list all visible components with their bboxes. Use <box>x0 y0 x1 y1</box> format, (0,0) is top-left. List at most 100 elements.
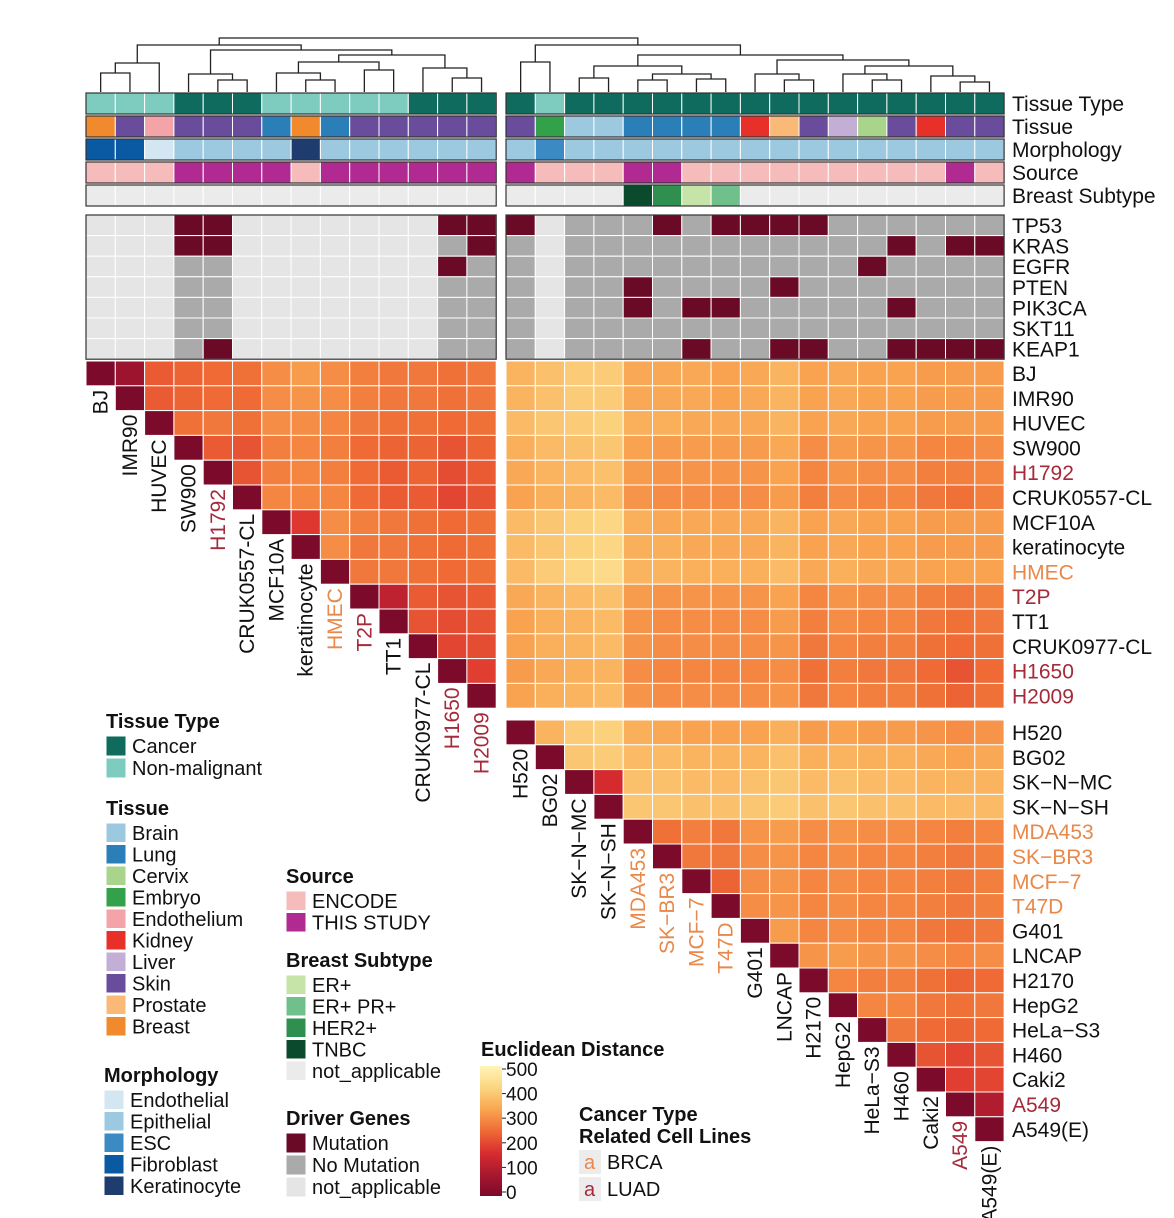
driver-cell <box>564 338 595 360</box>
heatmap-cell <box>857 843 888 870</box>
annotation-cell <box>564 161 595 184</box>
heatmap-between <box>505 360 1005 709</box>
heatmap-cell <box>769 818 800 845</box>
driver-cell <box>466 338 497 360</box>
heatmap-cell <box>622 633 654 660</box>
heatmap-cell <box>857 385 888 412</box>
annotation-cell <box>593 161 624 184</box>
heatmap-cell <box>622 769 654 795</box>
heatmap-cell <box>915 893 947 919</box>
dendrogram-branch <box>363 69 395 92</box>
heatmap-cell <box>681 719 712 746</box>
heatmap-cell <box>564 534 595 560</box>
annotation-cell <box>232 161 263 184</box>
heatmap-cell <box>290 534 321 560</box>
row-label: H1792 <box>1012 462 1074 485</box>
legend-swatch <box>285 912 307 933</box>
legend-morphology: Morphology EndothelialEpithelialESCFibrob… <box>103 1065 241 1198</box>
legend-glyph: a <box>584 1152 596 1174</box>
legend-label: No Mutation <box>312 1155 420 1177</box>
colorscale-tick-label: 400 <box>506 1085 538 1106</box>
annotation-cell <box>769 138 800 161</box>
annotation-cell <box>974 115 1005 138</box>
annotation-cell <box>114 184 146 207</box>
heatmap-cell <box>945 719 976 746</box>
heatmap-cell <box>739 744 771 771</box>
annotation-cell <box>466 115 497 138</box>
heatmap-cell <box>739 608 771 635</box>
column-label: MDA453 <box>627 848 650 930</box>
heatmap-cell <box>437 534 468 560</box>
driver-cell <box>886 235 917 257</box>
heatmap-cell <box>622 385 654 412</box>
driver-cell <box>915 317 947 340</box>
annotation-cell <box>710 161 741 184</box>
annotation-cell <box>85 92 116 115</box>
legend-swatch <box>105 757 127 779</box>
legend-label: Keratinocyte <box>130 1176 241 1198</box>
heatmap-cell <box>505 509 536 536</box>
heatmap-cell <box>622 719 654 746</box>
heatmap-cell <box>710 484 741 511</box>
heatmap-cell <box>710 769 741 795</box>
heatmap-cell <box>886 1017 917 1043</box>
driver-cell <box>378 214 409 237</box>
heatmap-cell <box>593 793 624 820</box>
heatmap-cell <box>505 558 536 585</box>
heatmap-cell <box>505 534 536 560</box>
heatmap-cell <box>349 583 380 610</box>
heatmap-cell <box>739 633 771 660</box>
heatmap-cell <box>564 658 595 684</box>
heatmap-cell <box>232 385 263 412</box>
heatmap-cell <box>739 793 771 820</box>
heatmap-cell <box>769 360 800 387</box>
annotation-cell <box>827 138 859 161</box>
heatmap-cell <box>945 1017 976 1043</box>
driver-cell <box>290 296 321 319</box>
driver-cell <box>290 317 321 340</box>
heatmap-cell <box>945 967 976 994</box>
heatmap-cell <box>857 360 888 387</box>
heatmap-cell <box>945 1091 976 1118</box>
heatmap-cell <box>857 583 888 610</box>
driver-cell <box>261 338 292 360</box>
heatmap-cell <box>915 744 947 771</box>
heatmap-cell <box>202 459 233 486</box>
heatmap-cell <box>349 484 380 511</box>
heatmap-cell <box>857 1017 888 1043</box>
heatmap-cell <box>886 410 917 436</box>
driver-gene-label: KEAP1 <box>1012 339 1080 362</box>
heatmap-cell <box>564 385 595 412</box>
heatmap-cell <box>505 410 536 436</box>
annotation-cell <box>319 115 351 138</box>
heatmap-cell <box>974 558 1005 585</box>
heatmap-cell <box>534 558 566 585</box>
legend-tissue: Tissue BrainLungCervixEmbryoEndotheliumKi… <box>105 798 243 1039</box>
row-label: G401 <box>1012 920 1063 943</box>
legend-label: HER2+ <box>312 1018 377 1040</box>
driver-cell <box>114 214 146 237</box>
driver-cell <box>290 276 321 298</box>
driver-cell <box>622 276 654 298</box>
driver-cell <box>739 255 771 278</box>
heatmap-cell <box>798 719 829 746</box>
legend-label: Cervix <box>132 866 189 888</box>
dendrogram-branch <box>136 44 302 63</box>
heatmap-cell <box>564 744 595 771</box>
heatmap-cell <box>857 893 888 919</box>
column-label: MCF10A <box>265 539 288 622</box>
driver-gene-label: SKT11 <box>1012 318 1075 341</box>
driver-cell <box>798 255 829 278</box>
driver-cell <box>769 235 800 257</box>
column-label: G401 <box>744 947 767 998</box>
annotation-cell <box>349 115 380 138</box>
heatmap-cell <box>974 385 1005 412</box>
column-label: SK−N−SH <box>598 823 621 920</box>
heatmap-cell <box>739 843 771 870</box>
annotation-cell <box>261 138 292 161</box>
heatmap-cell <box>593 583 624 610</box>
driver-cell <box>974 296 1005 319</box>
heatmap-cell <box>466 484 497 511</box>
annotation-cell <box>827 115 859 138</box>
